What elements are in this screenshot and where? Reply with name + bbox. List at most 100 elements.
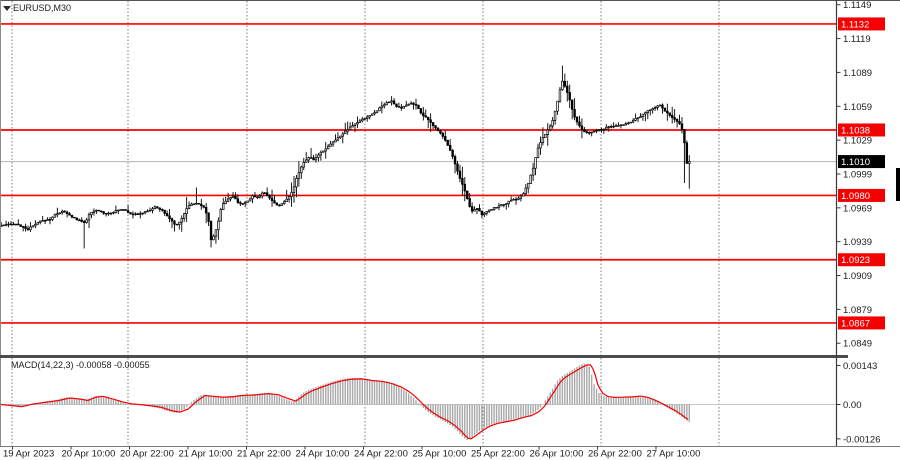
- candle-bullish: [58, 212, 61, 215]
- candle-bearish: [439, 130, 442, 134]
- candle-bullish: [305, 159, 308, 163]
- level-price-tag: [838, 188, 885, 202]
- candle-bullish: [619, 124, 623, 126]
- candle-bullish: [214, 229, 218, 237]
- candle-bearish: [70, 214, 74, 218]
- time-axis-label: 24 Apr 10:00: [296, 449, 350, 460]
- candle-bearish: [470, 206, 474, 212]
- candle-bullish: [36, 221, 40, 225]
- candle-bullish: [607, 126, 610, 128]
- candle-bullish: [517, 197, 520, 200]
- macd-signal-line: [0, 364, 689, 440]
- candle-bullish: [322, 150, 325, 153]
- candle-bearish: [82, 221, 86, 223]
- candle-bullish: [51, 216, 54, 220]
- candle-bullish: [7, 223, 10, 226]
- candle-bullish: [551, 120, 554, 127]
- candle-bullish: [29, 226, 32, 231]
- candle-bearish: [461, 177, 464, 185]
- candle-bearish: [670, 114, 674, 118]
- candle-bearish: [241, 203, 244, 205]
- candle-bearish: [468, 198, 471, 208]
- candle-bullish: [488, 209, 491, 212]
- triangle-down-icon[interactable]: [3, 6, 11, 11]
- time-axis[interactable]: 19 Apr 2023 20 Apr 10:00 20 Apr 22:00 21 Ap…: [3, 446, 700, 460]
- level-price-tag: [838, 17, 885, 31]
- candle-bullish: [509, 199, 513, 202]
- candle-bullish: [90, 212, 93, 216]
- candle-bullish: [134, 213, 137, 215]
- candle-bullish: [326, 145, 330, 150]
- candle-bullish: [151, 208, 154, 211]
- candle-bullish: [95, 209, 98, 212]
- candle-bullish: [658, 104, 662, 107]
- price-axis-label: 1.0879: [843, 305, 872, 316]
- candle-bullish: [346, 129, 349, 132]
- candle-bearish: [568, 92, 571, 101]
- candle-bearish: [566, 85, 569, 93]
- candle-bullish: [192, 203, 196, 205]
- candle-bullish: [148, 209, 152, 212]
- candle-bullish: [627, 122, 630, 125]
- candle-bullish: [351, 125, 354, 128]
- candle-bullish: [490, 209, 493, 211]
- level-price-tag: [838, 316, 885, 330]
- candle-bullish: [178, 221, 181, 225]
- candle-bullish: [185, 208, 188, 214]
- candle-bullish: [285, 198, 288, 202]
- price-axis-label: 1.0849: [843, 339, 872, 350]
- candle-bearish: [573, 108, 576, 118]
- candle-bearish: [80, 219, 83, 222]
- candle-bullish: [341, 133, 345, 137]
- candle-bullish: [522, 193, 525, 197]
- candle-bullish: [390, 100, 393, 103]
- candle-bullish: [153, 206, 157, 210]
- candle-bullish: [353, 123, 357, 127]
- panel-separator[interactable]: [0, 355, 848, 358]
- bid-price-tag-text: 1.1010: [841, 157, 870, 168]
- candle-bullish: [634, 117, 637, 121]
- level-price-tag: [838, 253, 885, 267]
- candle-bullish: [261, 192, 264, 197]
- price-axis-label: 1.1059: [843, 102, 872, 113]
- price-axis-label: 1.0939: [843, 237, 872, 248]
- indicator-label: MACD(14,22,3) -0.00058 -0.00055: [11, 360, 150, 370]
- candle-bearish: [673, 117, 676, 120]
- candle-bearish: [124, 209, 127, 211]
- candle-bullish: [329, 143, 332, 147]
- candle-bullish: [190, 203, 193, 206]
- candle-bearish: [126, 210, 130, 213]
- candle-bearish: [131, 213, 135, 216]
- candle-bullish: [180, 217, 183, 223]
- candle-bullish: [139, 213, 142, 215]
- candle-bearish: [275, 202, 279, 206]
- candle-bearish: [26, 228, 30, 231]
- candle-bullish: [605, 126, 608, 130]
- level-price-tag-text: 1.0980: [841, 191, 870, 202]
- candle-bullish: [319, 151, 323, 156]
- candle-bearish: [170, 218, 174, 222]
- candle-bullish: [244, 202, 247, 205]
- candle-bearish: [434, 125, 437, 129]
- candle-bullish: [356, 122, 359, 125]
- candle-bullish: [405, 104, 408, 107]
- candle-bullish: [380, 105, 384, 109]
- time-axis-label: 20 Apr 22:00: [120, 449, 174, 460]
- candle-bullish: [246, 200, 249, 203]
- candle-bullish: [287, 196, 291, 200]
- price-axis[interactable]: 1.1149 1.1119 1.1089 1.1059 1.1029 1.0999 1.09…: [836, 0, 886, 445]
- candle-bearish: [429, 119, 432, 123]
- candle-bearish: [395, 103, 398, 107]
- candle-bullish: [60, 210, 64, 214]
- candle-bearish: [456, 163, 459, 172]
- candle-bullish: [649, 109, 652, 111]
- candle-bullish: [483, 212, 486, 216]
- candle-bullish: [339, 135, 342, 139]
- candle-bullish: [624, 123, 628, 126]
- price-axis-label: 1.1089: [843, 68, 872, 79]
- candle-bullish: [631, 119, 635, 123]
- candle-bullish: [500, 204, 503, 207]
- candle-bullish: [527, 183, 530, 189]
